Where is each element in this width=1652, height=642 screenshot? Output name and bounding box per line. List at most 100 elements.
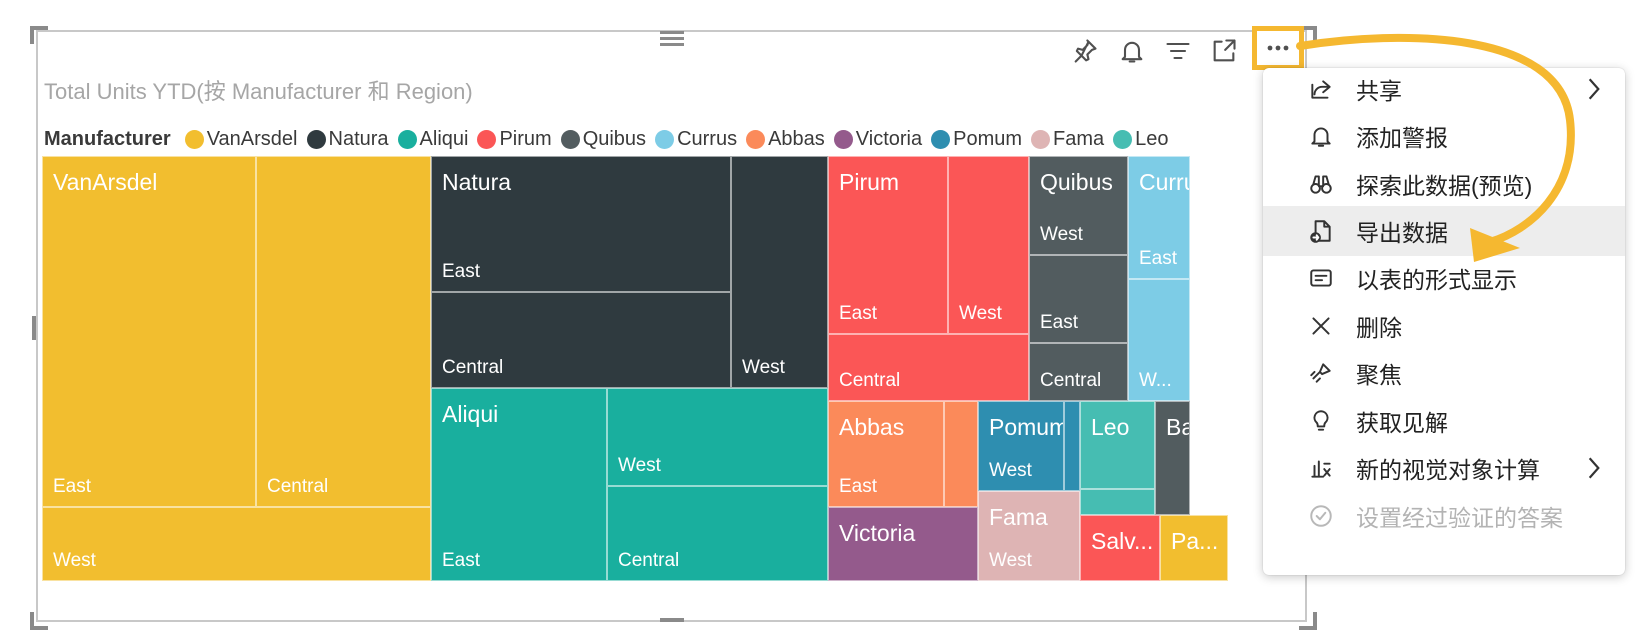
chevron-right-icon xyxy=(1587,75,1605,103)
focus-mode-icon xyxy=(1213,39,1236,62)
legend-swatch xyxy=(931,130,951,149)
legend-item-pirum[interactable]: Pirum xyxy=(477,128,552,151)
legend-swatch xyxy=(477,130,497,149)
legend-item-quibus[interactable]: Quibus xyxy=(560,128,647,151)
legend-swatch xyxy=(560,130,580,149)
menu-item-binoculars[interactable]: 探索此数据(预览) xyxy=(1263,159,1625,209)
menu-item-label: 删除 xyxy=(1356,315,1402,341)
treemap-cell-fama-west[interactable]: Fama West xyxy=(978,491,1080,581)
treemap-cell-ba[interactable]: Ba xyxy=(1155,401,1190,515)
treemap-region-label: West xyxy=(989,550,1032,571)
pin-visual-button[interactable] xyxy=(1068,34,1102,68)
treemap-cell-quibus-east[interactable]: East xyxy=(1029,255,1128,343)
treemap-cell-pa[interactable]: Pa... xyxy=(1160,515,1228,581)
table-view-icon xyxy=(1307,264,1335,292)
resize-corner-bottom-left[interactable] xyxy=(30,612,48,630)
drag-handle[interactable] xyxy=(660,31,684,34)
treemap-group-label: Quibus xyxy=(1040,169,1113,195)
treemap-cell-quibus-west[interactable]: Quibus West xyxy=(1029,156,1128,255)
treemap-cell-aliqui-east[interactable]: Aliqui East xyxy=(431,388,607,581)
treemap-region-label: Central xyxy=(839,370,901,391)
treemap-cell-aliqui-west[interactable]: West xyxy=(607,388,828,486)
treemap-cell-vanarsdel-east[interactable]: VanArsdel East xyxy=(42,156,256,507)
treemap-cell-pomum[interactable] xyxy=(1064,401,1080,491)
legend-label: Natura xyxy=(328,128,389,150)
calculation-icon xyxy=(1307,454,1335,482)
legend-item-vanarsdel[interactable]: VanArsdel xyxy=(184,128,298,151)
close-icon xyxy=(1307,312,1335,340)
treemap-cell-pirum-central[interactable]: Central xyxy=(828,334,1029,401)
legend-item-pomum[interactable]: Pomum xyxy=(931,128,1022,151)
menu-item-calculation[interactable]: 新的视觉对象计算 xyxy=(1263,443,1625,493)
menu-item-table-view[interactable]: 以表的形式显示 xyxy=(1263,253,1625,303)
treemap-group-label: Abbas xyxy=(839,414,905,440)
treemap-cell-leo[interactable] xyxy=(1080,489,1155,515)
lightbulb-icon xyxy=(1307,407,1335,435)
legend-label: Pirum xyxy=(499,128,552,150)
treemap-cell-natura-west[interactable]: West xyxy=(731,156,828,388)
treemap-region-label: Central xyxy=(1040,370,1102,391)
treemap-region-label: East xyxy=(442,261,481,282)
legend-title: Manufacturer xyxy=(44,128,171,150)
treemap-cell-salv[interactable]: Salv... xyxy=(1080,515,1160,581)
resize-handle-bottom[interactable] xyxy=(660,618,684,622)
alert-button[interactable] xyxy=(1115,34,1149,68)
treemap-cell-aliqui-central[interactable]: Central xyxy=(607,486,828,581)
legend-label: Pomum xyxy=(953,128,1023,150)
legend-item-aliqui[interactable]: Aliqui xyxy=(397,128,469,151)
treemap-cell-pomum-west[interactable]: Pomum West xyxy=(978,401,1064,491)
menu-item-spotlight[interactable]: 聚焦 xyxy=(1263,348,1625,398)
legend-item-abbas[interactable]: Abbas xyxy=(746,128,825,151)
menu-item-label: 共享 xyxy=(1356,78,1402,104)
treemap-cell-leo[interactable]: Leo xyxy=(1080,401,1155,489)
legend-item-currus[interactable]: Currus xyxy=(655,128,737,151)
resize-handle-left[interactable] xyxy=(32,316,36,340)
focus-mode-button[interactable] xyxy=(1207,34,1241,68)
legend-item-leo[interactable]: Leo xyxy=(1113,128,1169,151)
treemap-region-label: East xyxy=(442,550,481,571)
filter-button[interactable] xyxy=(1161,34,1195,68)
legend-label: Abbas xyxy=(768,128,825,150)
treemap-group-label: Leo xyxy=(1091,414,1130,440)
treemap-region-label: East xyxy=(839,476,878,497)
legend-item-fama[interactable]: Fama xyxy=(1031,128,1104,151)
menu-item-bell[interactable]: 添加警报 xyxy=(1263,111,1625,161)
menu-item-lightbulb[interactable]: 获取见解 xyxy=(1263,396,1625,446)
legend-swatch xyxy=(833,130,853,149)
pin-icon xyxy=(1074,39,1097,63)
treemap-cell-victoria[interactable]: Victoria xyxy=(828,507,978,581)
menu-item-close[interactable]: 删除 xyxy=(1263,301,1625,351)
legend-swatch xyxy=(1031,130,1051,149)
resize-corner-top-left[interactable] xyxy=(30,26,48,44)
legend-label: Quibus xyxy=(582,128,647,150)
treemap-group-label: Salv... xyxy=(1091,528,1154,554)
treemap-region-label: West xyxy=(1040,224,1083,245)
treemap-cell-vanarsdel-west[interactable]: West xyxy=(42,507,431,581)
resize-corner-bottom-right[interactable] xyxy=(1299,612,1317,630)
treemap-cell-vanarsdel-central[interactable]: Central xyxy=(256,156,431,507)
spotlight-icon xyxy=(1307,359,1335,387)
treemap-cell-quibus-central[interactable]: Central xyxy=(1029,343,1128,401)
treemap-cell-natura-central[interactable]: Central xyxy=(431,292,731,388)
menu-item-export-data[interactable]: 导出数据 xyxy=(1263,206,1625,256)
menu-item-label: 导出数据 xyxy=(1356,220,1448,246)
legend-item-victoria[interactable]: Victoria xyxy=(833,128,922,151)
check-circle-icon xyxy=(1307,502,1335,530)
treemap-cell-abbas[interactable] xyxy=(944,401,978,507)
treemap-group-label: Victoria xyxy=(839,520,916,546)
treemap-cell-pirum-west[interactable]: West xyxy=(948,156,1029,334)
treemap-cell-natura-east[interactable]: Natura East xyxy=(431,156,731,292)
legend-label: Aliqui xyxy=(419,128,469,150)
menu-item-share[interactable]: 共享 xyxy=(1263,64,1625,114)
context-menu: 共享添加警报 探索此数据(预览) 导出数据以表的形式显示 删除聚焦 获取见解 新的视觉对象… xyxy=(1263,68,1625,575)
treemap-cell-pirum-east[interactable]: Pirum East xyxy=(828,156,948,334)
legend-swatch xyxy=(184,130,204,149)
treemap-cell-curru-w[interactable]: W... xyxy=(1128,279,1190,401)
menu-item-label: 以表的形式显示 xyxy=(1356,267,1517,293)
treemap-group-label: Natura xyxy=(442,169,512,195)
treemap-cell-curru-east[interactable]: Curru East xyxy=(1128,156,1190,279)
treemap-cell-abbas-east[interactable]: Abbas East xyxy=(828,401,944,507)
bell-icon xyxy=(1307,122,1335,150)
legend-item-natura[interactable]: Natura xyxy=(306,128,389,151)
